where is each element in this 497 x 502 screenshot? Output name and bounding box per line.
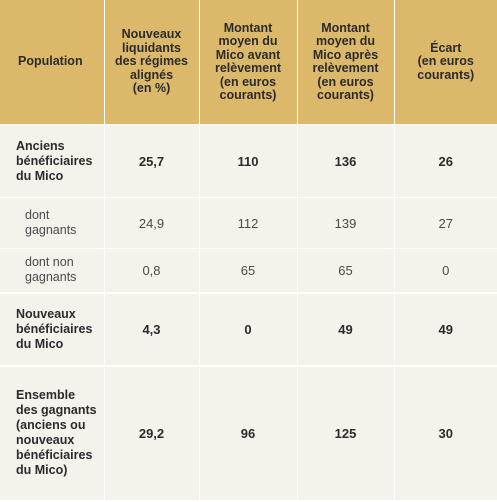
header-row: Population Nouveaux liquidants des régim… bbox=[0, 0, 497, 125]
cell-value: 24,9 bbox=[103, 197, 199, 249]
header-amount-before: Montant moyen du Mico avant relèvement (… bbox=[198, 0, 297, 125]
cell-value: 125 bbox=[296, 365, 394, 500]
table-row: dont non gagnants 0,8 65 65 0 bbox=[0, 248, 497, 294]
header-population: Population bbox=[0, 0, 104, 125]
cell-value: 25,7 bbox=[103, 124, 199, 198]
row-label-text: Anciens bénéficiaires du Mico bbox=[16, 138, 93, 183]
cell-value: 110 bbox=[198, 124, 297, 198]
row-label: Anciens bénéficiaires du Mico bbox=[0, 124, 104, 198]
table-row: Nouveaux bénéficiaires du Mico 4,3 0 49 … bbox=[0, 292, 497, 367]
row-label-text: Nouveaux bénéficiaires du Mico bbox=[16, 306, 93, 351]
cell-value: 49 bbox=[296, 292, 394, 367]
header-new-retirees: Nouveaux liquidants des régimes alignés … bbox=[103, 0, 199, 125]
cell-value: 27 bbox=[393, 197, 497, 249]
cell-value: 139 bbox=[296, 197, 394, 249]
table-row: dont gagnants 24,9 112 139 27 bbox=[0, 197, 497, 249]
cell-value: 65 bbox=[198, 248, 297, 294]
cell-value: 136 bbox=[296, 124, 394, 198]
cell-value: 0 bbox=[198, 292, 297, 367]
row-label: Ensemble des gagnants (anciens ou nouvea… bbox=[0, 365, 104, 500]
cell-value: 0,8 bbox=[103, 248, 199, 294]
cell-value: 96 bbox=[198, 365, 297, 500]
table-row: Ensemble des gagnants (anciens ou nouvea… bbox=[0, 365, 497, 500]
cell-value: 0 bbox=[393, 248, 497, 294]
cell-value: 49 bbox=[393, 292, 497, 367]
header-difference: Écart (en euros courants) bbox=[393, 0, 497, 125]
row-label-text: dont gagnants bbox=[25, 208, 77, 237]
row-label: Nouveaux bénéficiaires du Mico bbox=[0, 292, 104, 367]
cell-value: 29,2 bbox=[103, 365, 199, 500]
row-label-text: Ensemble des gagnants (anciens ou nouvea… bbox=[16, 388, 97, 477]
table-body: Anciens bénéficiaires du Mico 25,7 110 1… bbox=[0, 124, 497, 500]
row-label-text: dont non gagnants bbox=[25, 255, 77, 285]
cell-value: 4,3 bbox=[103, 292, 199, 367]
table-header: Population Nouveaux liquidants des régim… bbox=[0, 0, 497, 125]
cell-value: 112 bbox=[198, 197, 297, 249]
cell-value: 26 bbox=[393, 124, 497, 198]
table-row: Anciens bénéficiaires du Mico 25,7 110 1… bbox=[0, 124, 497, 198]
row-label: dont gagnants bbox=[0, 197, 104, 249]
row-label: dont non gagnants bbox=[0, 248, 104, 294]
header-amount-after: Montant moyen du Mico après relèvement (… bbox=[296, 0, 394, 125]
cell-value: 65 bbox=[296, 248, 394, 294]
cell-value: 30 bbox=[393, 365, 497, 500]
